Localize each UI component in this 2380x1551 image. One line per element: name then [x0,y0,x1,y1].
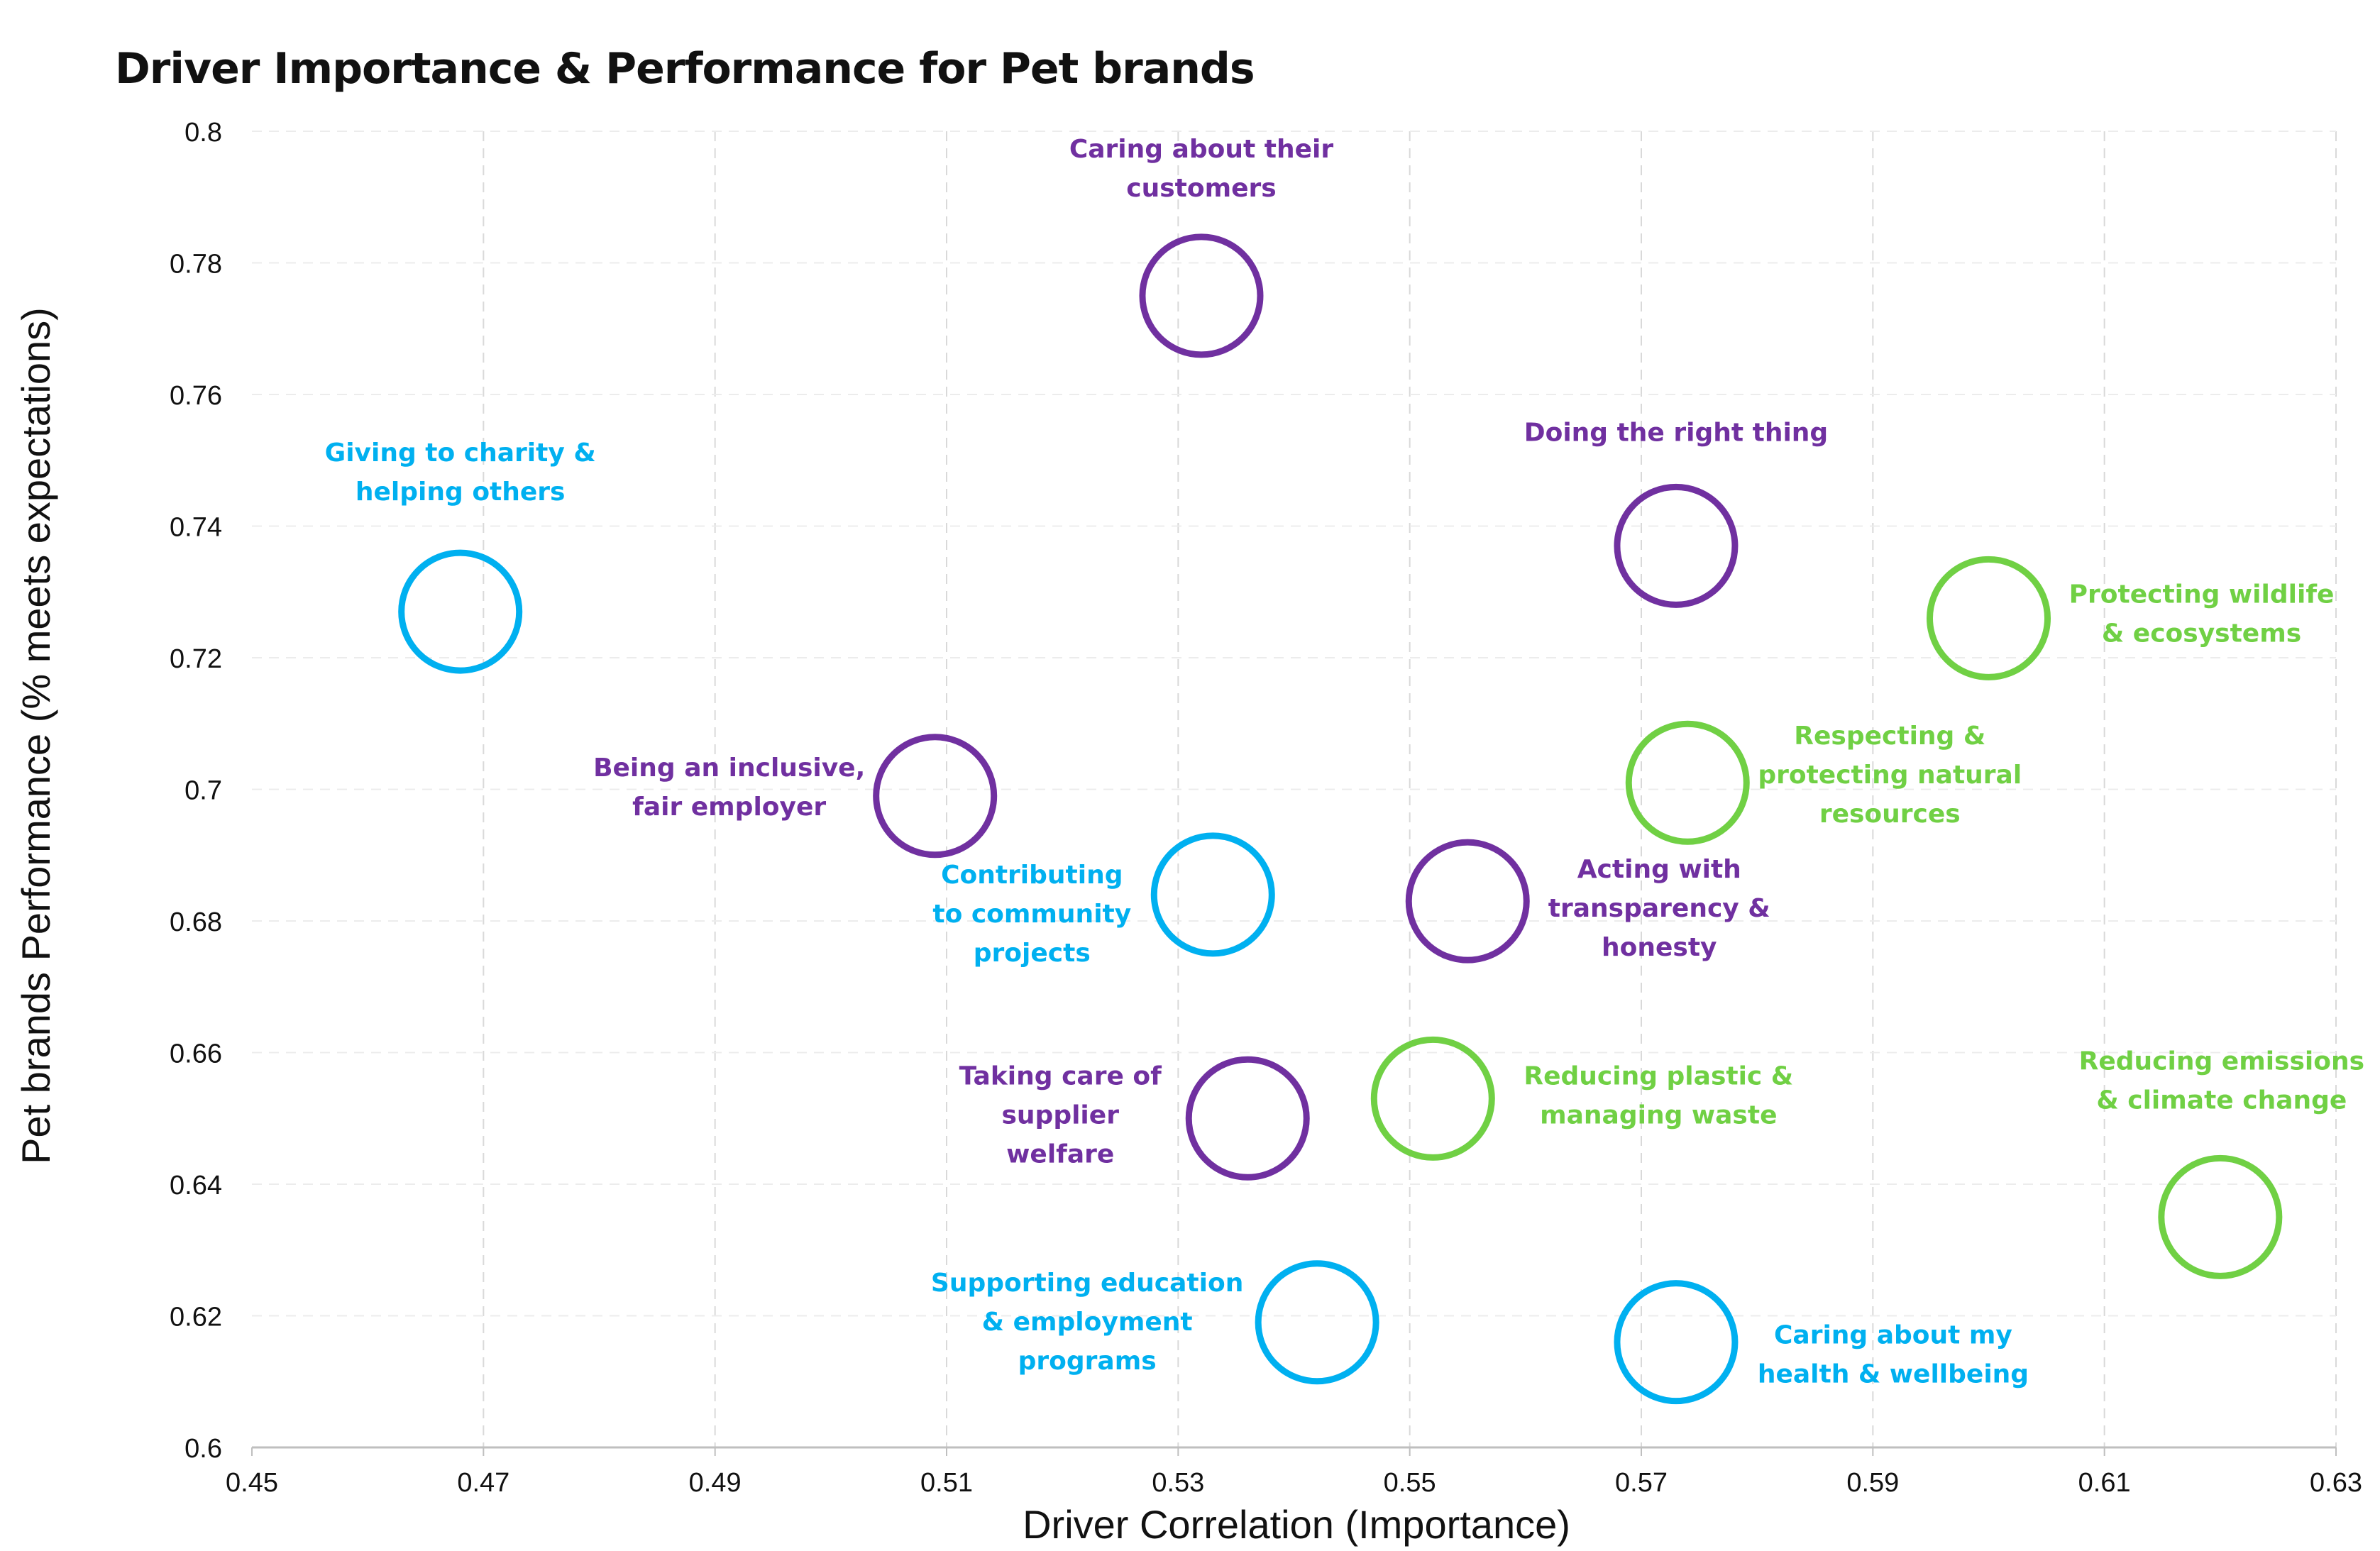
data-point [1405,839,1530,964]
x-tick-label: 0.57 [1615,1468,1668,1498]
y-tick-label: 0.66 [170,1039,222,1069]
data-point [1255,1260,1379,1385]
x-tick-label: 0.55 [1384,1468,1436,1498]
data-point [1150,832,1275,957]
point-label: Supporting education & employment programs [931,1269,1243,1376]
point-label: Giving to charity & helping others [325,438,596,507]
y-tick-label: 0.74 [170,513,222,543]
data-point [2158,1154,2283,1279]
x-tick-label: 0.59 [1846,1468,1899,1498]
point-label: Acting with transparency & honesty [1548,855,1770,962]
data-point [1139,233,1264,358]
data-point [1185,1056,1310,1181]
data-point [398,549,523,674]
data-points [398,233,2283,1405]
y-tick-label: 0.7 [184,776,222,806]
x-tick-labels: 0.45 0.47 0.49 0.51 0.53 0.55 0.57 0.59 0.61 0.63 [226,1468,2362,1498]
data-point [873,734,998,859]
chart-title: Driver Importance & Performance for Pet … [115,44,1255,94]
x-tick-label: 0.49 [689,1468,742,1498]
x-tick-label: 0.61 [2078,1468,2131,1498]
point-label: Protecting wildlife & ecosystems [2069,580,2335,648]
data-point [1927,556,2051,680]
x-axis-label: Driver Correlation (Importance) [1023,1502,1570,1547]
y-axis-label: Pet brands Performance (% meets expectat… [13,307,58,1164]
point-label: Doing the right thing [1524,418,1828,447]
grid-lines [252,131,2337,1447]
data-point [1370,1036,1495,1161]
x-tick-label: 0.63 [2310,1468,2362,1498]
point-label: Contributing to community projects [932,861,1131,968]
x-tick-label: 0.51 [920,1468,973,1498]
data-point [1625,720,1750,845]
point-label: Caring about their customers [1069,135,1333,203]
point-label: Reducing plastic & managing waste [1524,1061,1793,1130]
y-tick-label: 0.76 [170,381,222,411]
point-label: Caring about my health & wellbeing [1758,1321,2029,1389]
y-tick-label: 0.64 [170,1171,222,1200]
y-tick-label: 0.8 [184,118,222,148]
point-label: Respecting & protecting natural resources [1758,722,2022,829]
y-tick-label: 0.6 [184,1434,222,1464]
y-tick-label: 0.72 [170,644,222,674]
y-tick-label: 0.62 [170,1303,222,1332]
x-tick-label: 0.47 [457,1468,509,1498]
y-tick-label: 0.78 [170,250,222,280]
data-point [1614,483,1739,608]
point-label: Taking care of supplier welfare [959,1061,1162,1169]
x-tick-label: 0.53 [1152,1468,1204,1498]
point-label: Being an inclusive, fair employer [593,754,865,822]
point-label: Reducing emissions & climate change [2079,1047,2364,1115]
y-tick-label: 0.68 [170,907,222,937]
y-tick-labels: 0.6 0.62 0.64 0.66 0.68 0.7 0.72 0.74 0.76 0.78 0.… [170,118,222,1464]
data-labels: Caring about their customers Giving to cha… [325,135,2364,1389]
data-point [1614,1280,1739,1405]
x-tick-label: 0.45 [226,1468,278,1498]
axes [251,1446,2337,1456]
